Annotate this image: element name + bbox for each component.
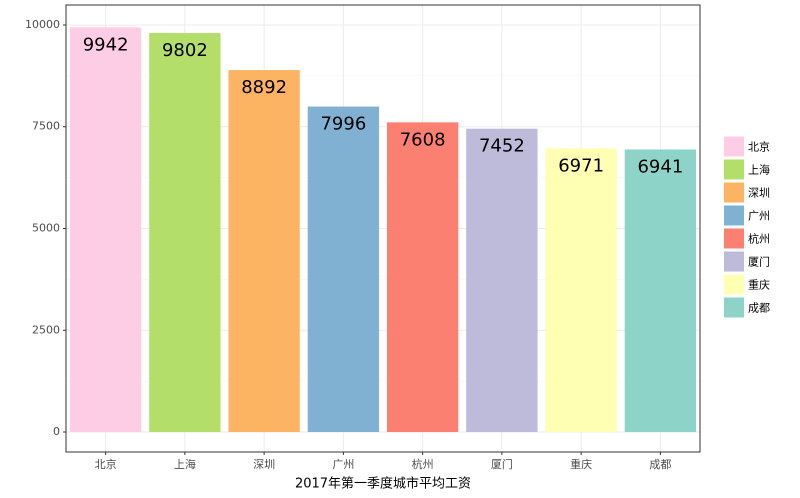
legend-label: 深圳 <box>748 187 770 200</box>
panel-border <box>65 4 701 453</box>
bar <box>466 128 538 433</box>
legend-swatch <box>724 182 744 203</box>
x-tick-label: 厦门 <box>491 457 513 471</box>
value-label: 8892 <box>241 77 287 98</box>
value-label: 9802 <box>162 40 208 61</box>
legend-label: 重庆 <box>748 278 770 292</box>
legend-label: 上海 <box>748 163 770 177</box>
legend-label: 厦门 <box>748 255 770 269</box>
legend-swatch <box>724 297 744 318</box>
bar <box>228 70 300 433</box>
x-tick-label: 重庆 <box>570 457 592 471</box>
legend-swatch <box>724 274 744 295</box>
value-label: 6941 <box>637 156 683 177</box>
x-tick-label: 广州 <box>332 458 354 471</box>
x-tick-label: 上海 <box>174 457 196 471</box>
legend-swatch <box>724 159 744 180</box>
bar <box>149 33 221 433</box>
bar <box>545 148 617 433</box>
bar <box>624 149 697 433</box>
x-tick-label: 杭州 <box>412 457 434 471</box>
legend-swatch <box>724 228 744 249</box>
y-tick-label: 10000 <box>25 18 60 31</box>
value-label: 7996 <box>320 114 366 135</box>
legend-label: 成都 <box>748 302 770 315</box>
legend-label: 北京 <box>748 140 770 154</box>
x-tick-label: 成都 <box>649 458 671 471</box>
value-label: 9942 <box>83 34 129 55</box>
x-tick-label: 深圳 <box>253 458 275 471</box>
bar <box>307 106 380 433</box>
y-tick-label: 2500 <box>32 323 60 336</box>
legend-label: 广州 <box>748 210 770 223</box>
x-axis-title: 2017年第一季度城市平均工资 <box>295 476 471 492</box>
legend-swatch <box>724 251 744 272</box>
x-tick-label: 北京 <box>95 457 117 471</box>
legend-swatch <box>724 136 744 157</box>
bar <box>386 122 459 433</box>
value-label: 7608 <box>400 129 446 150</box>
bar <box>69 27 142 433</box>
y-tick-label: 5000 <box>32 222 60 235</box>
legend-label: 杭州 <box>748 232 770 246</box>
value-label: 7452 <box>479 136 525 157</box>
y-tick-label: 0 <box>53 425 60 438</box>
value-label: 6971 <box>558 155 604 176</box>
y-tick-label: 7500 <box>32 120 60 133</box>
legend-swatch <box>724 205 744 226</box>
